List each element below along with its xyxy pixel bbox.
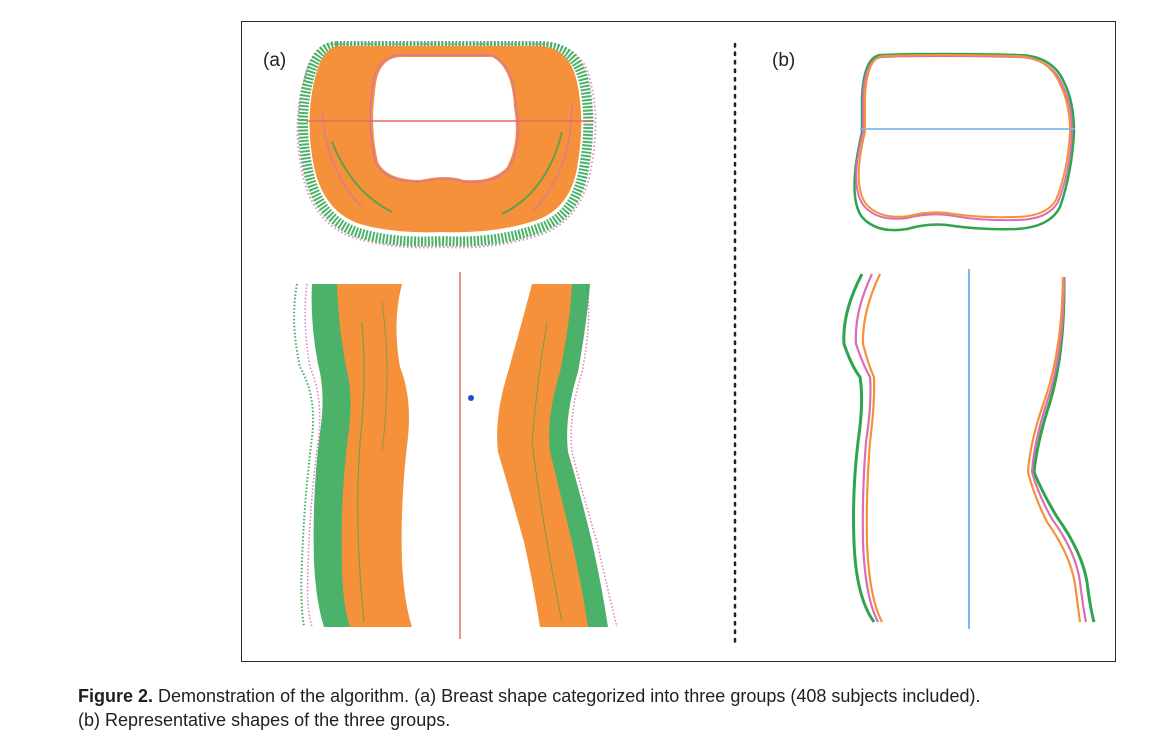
caption-line-1: Figure 2. Demonstration of the algorithm… <box>78 684 1158 708</box>
ring-green-band <box>298 41 594 247</box>
outline-orange <box>857 54 1072 219</box>
figure-graphic <box>293 41 1096 644</box>
ring-inner-outline <box>369 54 520 183</box>
panel-b-right-profiles <box>1026 276 1096 623</box>
panel-a-label: (a) <box>263 50 287 71</box>
caption-text-1: Demonstration of the algorithm. (a) Brea… <box>153 686 981 706</box>
profile-right-pink <box>1030 276 1088 623</box>
panel-b-left-profiles <box>842 273 883 623</box>
caption-figure-number: Figure 2. <box>78 686 154 706</box>
figure-caption: Figure 2. Demonstration of the algorithm… <box>78 684 1158 732</box>
profile-right-green <box>1032 276 1096 623</box>
ring-orange-body <box>309 46 582 233</box>
left-profile-orange-band <box>337 284 412 627</box>
panel-a-top-ring <box>296 41 597 249</box>
panel-a-left-profile <box>293 283 412 628</box>
profile-right-orange <box>1026 276 1082 623</box>
outline-pink <box>855 55 1074 222</box>
right-profile-orange-band <box>497 284 588 627</box>
ring-outer-pink <box>296 43 597 249</box>
figure-frame: (a) (b) <box>241 21 1116 662</box>
blue-dot-icon <box>468 395 474 401</box>
profile-left-green <box>842 273 876 623</box>
panel-b-top-outlines <box>853 52 1076 232</box>
outline-green <box>853 52 1076 232</box>
caption-line-2: (b) Representative shapes of the three g… <box>78 710 451 730</box>
profile-left-orange <box>861 273 883 623</box>
panel-b-label: (b) <box>772 50 796 71</box>
panel-a-right-profile <box>497 283 618 628</box>
profile-left-pink <box>854 273 879 623</box>
